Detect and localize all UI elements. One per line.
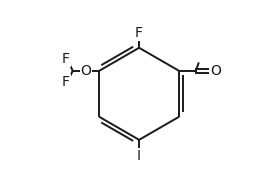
Text: I: I xyxy=(137,149,141,163)
Text: O: O xyxy=(210,64,221,78)
Text: F: F xyxy=(62,52,70,66)
Text: F: F xyxy=(135,26,143,40)
Text: F: F xyxy=(62,75,70,89)
Text: O: O xyxy=(80,64,91,78)
